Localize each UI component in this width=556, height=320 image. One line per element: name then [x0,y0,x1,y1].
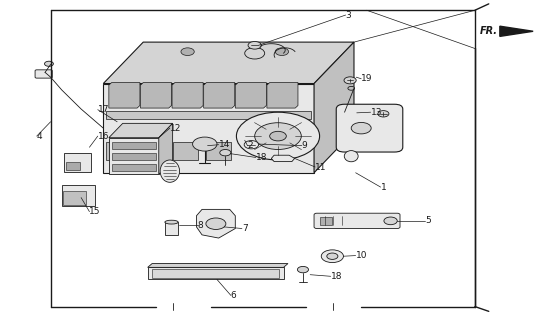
Bar [165,222,178,235]
Polygon shape [267,83,298,108]
Bar [64,153,91,172]
Polygon shape [314,42,354,173]
Ellipse shape [344,151,358,162]
Circle shape [348,86,355,90]
Circle shape [245,48,265,59]
Bar [152,269,279,277]
Text: 18: 18 [331,272,342,281]
Circle shape [220,149,231,156]
Text: 18: 18 [256,153,267,162]
Ellipse shape [165,220,178,224]
Text: 19: 19 [361,74,373,83]
Polygon shape [109,138,159,174]
Bar [172,142,197,160]
Polygon shape [103,42,354,84]
Polygon shape [172,83,203,108]
Text: 8: 8 [197,221,203,230]
Circle shape [297,267,309,273]
Circle shape [255,123,301,149]
Circle shape [248,42,261,49]
Circle shape [384,217,397,225]
Bar [106,142,131,160]
Circle shape [351,123,371,134]
Circle shape [327,253,338,260]
Text: 16: 16 [98,132,109,140]
Bar [63,191,86,205]
Circle shape [344,77,356,84]
Circle shape [275,48,289,55]
Polygon shape [203,83,235,108]
Text: 6: 6 [231,291,237,300]
Text: 1: 1 [381,183,386,192]
Bar [140,142,165,160]
Bar [112,153,156,160]
Text: 2: 2 [247,141,253,150]
Text: 12: 12 [170,124,181,132]
Text: 9: 9 [302,141,307,150]
FancyBboxPatch shape [314,213,400,228]
Ellipse shape [160,160,180,182]
Bar [106,111,311,119]
Text: FR.: FR. [480,26,498,36]
Polygon shape [271,155,295,162]
Circle shape [44,61,53,66]
Polygon shape [109,123,172,138]
Circle shape [244,140,259,149]
Polygon shape [148,268,284,279]
Circle shape [206,218,226,229]
Circle shape [321,250,344,263]
Polygon shape [235,83,266,108]
Circle shape [236,112,320,160]
Bar [112,164,156,171]
Bar [66,162,80,170]
Polygon shape [141,83,171,108]
Polygon shape [109,83,140,108]
Polygon shape [148,264,288,268]
Polygon shape [159,123,172,174]
Bar [320,217,332,225]
Text: 14: 14 [219,140,230,149]
Circle shape [192,137,217,151]
Text: 4: 4 [37,132,42,140]
Text: 17: 17 [98,105,109,114]
Circle shape [181,48,194,55]
Text: 10: 10 [356,251,367,260]
Text: 15: 15 [90,207,101,216]
FancyBboxPatch shape [336,104,403,152]
Polygon shape [500,26,533,36]
Polygon shape [196,209,235,238]
Text: 5: 5 [425,216,431,225]
Circle shape [378,111,389,117]
FancyBboxPatch shape [35,70,52,78]
Bar [206,142,231,160]
Circle shape [270,131,286,141]
Polygon shape [103,84,314,173]
Text: 3: 3 [346,11,351,20]
Text: 11: 11 [315,163,327,172]
Text: 7: 7 [242,224,248,233]
Text: 13: 13 [371,108,382,117]
Bar [62,186,95,206]
Bar [112,142,156,149]
